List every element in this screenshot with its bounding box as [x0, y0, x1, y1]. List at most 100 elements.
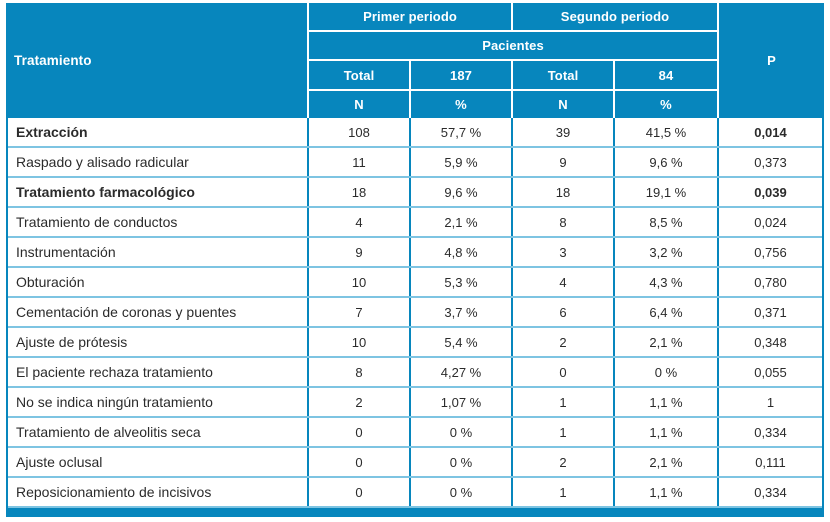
n-segundo: 4	[513, 268, 613, 296]
n-segundo: 18	[513, 178, 613, 206]
treatment-label: Tratamiento de conductos	[8, 208, 307, 236]
pct-primer: 3,7 %	[411, 298, 511, 326]
pct-segundo: 0 %	[615, 358, 717, 386]
header-total-primer-label: Total	[309, 61, 409, 89]
pct-segundo: 41,5 %	[615, 118, 717, 146]
table-row: Tratamiento de conductos 4 2,1 % 8 8,5 %…	[8, 208, 822, 238]
table-row: Obturación 10 5,3 % 4 4,3 % 0,780	[8, 268, 822, 298]
n-segundo: 1	[513, 388, 613, 416]
header-pct-primer: %	[411, 91, 511, 118]
treatment-label: Obturación	[8, 268, 307, 296]
treatment-label: Cementación de coronas y puentes	[8, 298, 307, 326]
p-value: 0,371	[719, 298, 822, 326]
table-row: Tratamiento de alveolitis seca 0 0 % 1 1…	[8, 418, 822, 448]
p-value: 1	[719, 388, 822, 416]
p-value: 0,348	[719, 328, 822, 356]
table-body: Extracción 108 57,7 % 39 41,5 % 0,014 Ra…	[6, 118, 824, 508]
n-primer: 2	[309, 388, 409, 416]
n-segundo: 1	[513, 418, 613, 446]
pct-segundo: 3,2 %	[615, 238, 717, 266]
n-segundo: 9	[513, 148, 613, 176]
n-primer: 0	[309, 478, 409, 506]
table-row: Extracción 108 57,7 % 39 41,5 % 0,014	[8, 118, 822, 148]
pct-segundo: 6,4 %	[615, 298, 717, 326]
header-n-segundo: N	[513, 91, 613, 118]
pct-primer: 5,4 %	[411, 328, 511, 356]
pct-primer: 5,3 %	[411, 268, 511, 296]
p-value: 0,055	[719, 358, 822, 386]
pct-segundo: 19,1 %	[615, 178, 717, 206]
pct-segundo: 4,3 %	[615, 268, 717, 296]
pct-primer: 5,9 %	[411, 148, 511, 176]
table-row: El paciente rechaza tratamiento 8 4,27 %…	[8, 358, 822, 388]
table-row: Raspado y alisado radicular 11 5,9 % 9 9…	[8, 148, 822, 178]
p-value: 0,334	[719, 418, 822, 446]
p-value: 0,373	[719, 148, 822, 176]
p-value: 0,111	[719, 448, 822, 476]
pct-segundo: 1,1 %	[615, 478, 717, 506]
pct-segundo: 2,1 %	[615, 448, 717, 476]
pct-primer: 1,07 %	[411, 388, 511, 416]
n-primer: 11	[309, 148, 409, 176]
n-segundo: 1	[513, 478, 613, 506]
p-value: 0,039	[719, 178, 822, 206]
pct-segundo: 1,1 %	[615, 418, 717, 446]
pct-segundo: 9,6 %	[615, 148, 717, 176]
pct-segundo: 8,5 %	[615, 208, 717, 236]
treatment-label: Reposicionamiento de incisivos	[8, 478, 307, 506]
pct-primer: 0 %	[411, 418, 511, 446]
header-total-primer-value: 187	[411, 61, 511, 89]
table-bottom-bar	[6, 508, 824, 517]
header-p: P	[719, 3, 824, 118]
n-primer: 0	[309, 418, 409, 446]
n-primer: 0	[309, 448, 409, 476]
header-total-segundo-value: 84	[615, 61, 717, 89]
n-segundo: 3	[513, 238, 613, 266]
pct-segundo: 1,1 %	[615, 388, 717, 416]
treatment-label: Extracción	[8, 118, 307, 146]
n-primer: 108	[309, 118, 409, 146]
treatment-label: Ajuste oclusal	[8, 448, 307, 476]
n-segundo: 2	[513, 448, 613, 476]
table-header: Tratamiento Primer periodo Segundo perio…	[6, 3, 824, 118]
header-primer-periodo: Primer periodo	[309, 3, 511, 30]
n-segundo: 0	[513, 358, 613, 386]
header-total-segundo-label: Total	[513, 61, 613, 89]
n-primer: 7	[309, 298, 409, 326]
n-primer: 10	[309, 268, 409, 296]
p-value: 0,780	[719, 268, 822, 296]
pct-primer: 0 %	[411, 448, 511, 476]
table-row: Ajuste de prótesis 10 5,4 % 2 2,1 % 0,34…	[8, 328, 822, 358]
treatment-label: No se indica ningún tratamiento	[8, 388, 307, 416]
n-segundo: 2	[513, 328, 613, 356]
header-pacientes: Pacientes	[309, 32, 717, 59]
treatment-label: Raspado y alisado radicular	[8, 148, 307, 176]
treatment-label: Ajuste de prótesis	[8, 328, 307, 356]
table-row: Ajuste oclusal 0 0 % 2 2,1 % 0,111	[8, 448, 822, 478]
pct-primer: 4,27 %	[411, 358, 511, 386]
treatments-statistics-table: Tratamiento Primer periodo Segundo perio…	[6, 3, 824, 517]
n-primer: 8	[309, 358, 409, 386]
pct-primer: 9,6 %	[411, 178, 511, 206]
table-row: Tratamiento farmacológico 18 9,6 % 18 19…	[8, 178, 822, 208]
treatment-label: El paciente rechaza tratamiento	[8, 358, 307, 386]
n-segundo: 8	[513, 208, 613, 236]
p-value: 0,024	[719, 208, 822, 236]
table-row: Cementación de coronas y puentes 7 3,7 %…	[8, 298, 822, 328]
p-value: 0,334	[719, 478, 822, 506]
n-primer: 4	[309, 208, 409, 236]
header-n-primer: N	[309, 91, 409, 118]
table-row: No se indica ningún tratamiento 2 1,07 %…	[8, 388, 822, 418]
pct-primer: 0 %	[411, 478, 511, 506]
n-primer: 18	[309, 178, 409, 206]
n-primer: 9	[309, 238, 409, 266]
p-value: 0,756	[719, 238, 822, 266]
treatment-label: Tratamiento farmacológico	[8, 178, 307, 206]
n-segundo: 6	[513, 298, 613, 326]
treatment-label: Tratamiento de alveolitis seca	[8, 418, 307, 446]
p-value: 0,014	[719, 118, 822, 146]
header-pct-segundo: %	[615, 91, 717, 118]
pct-segundo: 2,1 %	[615, 328, 717, 356]
n-primer: 10	[309, 328, 409, 356]
